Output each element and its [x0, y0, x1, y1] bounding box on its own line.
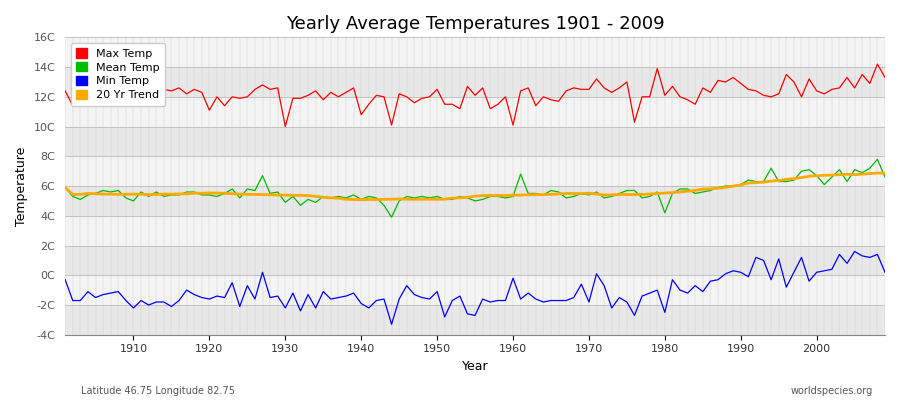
Min Temp: [879, 270, 890, 275]
Title: Yearly Average Temperatures 1901 - 2009: Yearly Average Temperatures 1901 - 2009: [286, 15, 664, 33]
20 Yr Trend: [287, 193, 298, 198]
Min Temp: [508, 276, 518, 281]
Min Temp: [515, 297, 526, 302]
Y-axis label: Temperature: Temperature: [15, 146, 28, 226]
Mean Temp: [386, 215, 397, 220]
Min Temp: [333, 295, 344, 300]
Mean Temp: [333, 194, 344, 199]
Bar: [65, 67, 885, 97]
Line: Max Temp: Max Temp: [65, 64, 885, 126]
Line: 20 Yr Trend: 20 Yr Trend: [65, 173, 885, 200]
Text: Latitude 46.75 Longitude 82.75: Latitude 46.75 Longitude 82.75: [81, 386, 235, 396]
20 Yr Trend: [515, 193, 526, 198]
Bar: [65, 37, 885, 67]
Max Temp: [872, 62, 883, 66]
Bar: [65, 97, 885, 126]
Mean Temp: [872, 157, 883, 162]
Mean Temp: [508, 194, 518, 199]
Max Temp: [607, 90, 617, 95]
20 Yr Trend: [59, 185, 70, 190]
Mean Temp: [59, 185, 70, 190]
Min Temp: [850, 249, 860, 254]
Mean Temp: [287, 194, 298, 199]
20 Yr Trend: [356, 197, 366, 202]
Bar: [65, 246, 885, 275]
Text: worldspecies.org: worldspecies.org: [791, 386, 873, 396]
Max Temp: [295, 96, 306, 101]
Min Temp: [386, 322, 397, 327]
20 Yr Trend: [508, 193, 518, 198]
Max Temp: [340, 90, 351, 95]
Bar: [65, 275, 885, 305]
Max Temp: [121, 86, 131, 90]
Mean Temp: [121, 196, 131, 200]
Max Temp: [59, 88, 70, 93]
Min Temp: [59, 277, 70, 282]
20 Yr Trend: [879, 171, 890, 176]
Max Temp: [508, 123, 518, 128]
Bar: [65, 126, 885, 156]
X-axis label: Year: Year: [462, 360, 489, 373]
Bar: [65, 216, 885, 246]
Max Temp: [515, 88, 526, 93]
20 Yr Trend: [333, 196, 344, 201]
Min Temp: [607, 306, 617, 310]
20 Yr Trend: [607, 192, 617, 197]
Mean Temp: [607, 194, 617, 199]
20 Yr Trend: [872, 171, 883, 176]
Bar: [65, 305, 885, 335]
Max Temp: [879, 75, 890, 80]
Min Temp: [121, 298, 131, 303]
Bar: [65, 186, 885, 216]
Mean Temp: [879, 175, 890, 180]
Max Temp: [280, 124, 291, 129]
Line: Min Temp: Min Temp: [65, 252, 885, 324]
Min Temp: [287, 291, 298, 296]
Bar: [65, 156, 885, 186]
20 Yr Trend: [121, 192, 131, 197]
Legend: Max Temp, Mean Temp, Min Temp, 20 Yr Trend: Max Temp, Mean Temp, Min Temp, 20 Yr Tre…: [71, 43, 166, 106]
Mean Temp: [515, 172, 526, 176]
Line: Mean Temp: Mean Temp: [65, 159, 885, 217]
